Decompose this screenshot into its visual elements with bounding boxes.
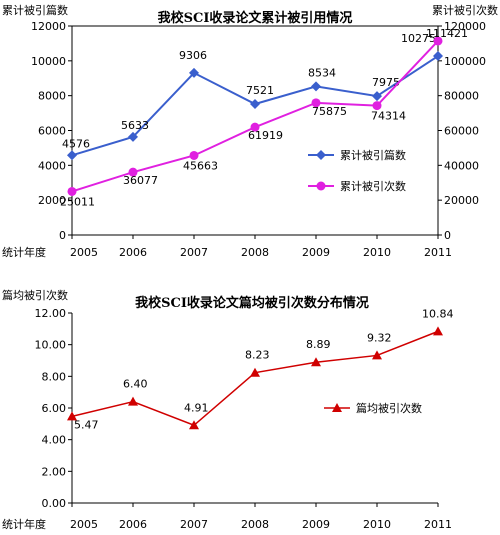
- data-label: 61919: [248, 129, 283, 142]
- data-point: [250, 367, 260, 377]
- data-label: 4.91: [184, 401, 209, 414]
- data-label: 9.32: [367, 331, 392, 344]
- data-point: [189, 150, 199, 160]
- data-label: 75875: [312, 105, 347, 118]
- y-tick-label: 2.00: [42, 465, 67, 478]
- average-citations-chart: 0.00 2.00 4.00 6.00 8.00 10.00 12.00 2005 2006 20…: [2, 288, 454, 531]
- chart-title: 我校SCI收录论文篇均被引次数分布情况: [135, 295, 369, 311]
- data-label: 10275: [401, 32, 436, 45]
- x-tick-label: 2008: [241, 518, 269, 531]
- data-point: [189, 420, 199, 430]
- x-tick-label: 2005: [70, 246, 98, 259]
- data-label: 74314: [371, 110, 406, 123]
- y-left-tick-label: 8000: [38, 90, 66, 103]
- x-axis-title: 统计年度: [2, 245, 46, 259]
- y-left-axis-title: 累计被引篇数: [2, 3, 68, 17]
- x-tick-label: 2005: [70, 518, 98, 531]
- data-label: 6.40: [123, 378, 148, 391]
- legend-marker: [332, 403, 342, 412]
- data-point: [433, 51, 443, 62]
- x-tick-label: 2006: [119, 246, 147, 259]
- y-left-tick-label: 12000: [31, 20, 66, 33]
- chart-title: 我校SCI收录论文累计被引用情况: [158, 10, 353, 26]
- data-label: 5633: [121, 119, 149, 132]
- y-right-tick-label: 80000: [444, 90, 479, 103]
- y-tick-label: 12.00: [35, 307, 67, 320]
- y-tick-label: 0.00: [42, 497, 67, 510]
- x-tick-label: 2007: [180, 246, 208, 259]
- y-right-tick-label: 20000: [444, 194, 479, 207]
- data-point: [372, 350, 382, 360]
- data-point: [372, 91, 382, 102]
- x-tick-label: 2008: [241, 246, 269, 259]
- y-left-tick-label: 4000: [38, 159, 66, 172]
- data-point: [250, 99, 260, 110]
- y-left-tick-label: 0: [59, 229, 66, 242]
- data-point: [128, 167, 138, 177]
- data-point: [372, 101, 382, 111]
- data-point: [433, 326, 443, 336]
- y-tick-label: 10.00: [35, 339, 67, 352]
- data-label: 8.23: [245, 349, 270, 362]
- y-right-axis-title: 累计被引次数: [432, 3, 498, 17]
- x-tick-label: 2010: [363, 518, 391, 531]
- y-tick-label: 6.00: [42, 402, 67, 415]
- cumulative-citations-chart: 0200040006000800010000120000200004000060…: [2, 3, 498, 259]
- data-label: 9306: [179, 49, 207, 62]
- x-axis-title: 统计年度: [2, 517, 46, 531]
- x-tick-label: 2006: [119, 518, 147, 531]
- y-left-tick-label: 6000: [38, 125, 66, 138]
- x-tick-label: 2007: [180, 518, 208, 531]
- data-point: [433, 36, 443, 46]
- data-label: 10.84: [422, 307, 454, 320]
- x-tick-label: 2009: [302, 518, 330, 531]
- data-point: [67, 186, 77, 196]
- data-label: 8534: [308, 66, 336, 79]
- x-tick-label: 2011: [424, 518, 452, 531]
- y-left-tick-label: 10000: [31, 55, 66, 68]
- y-tick-label: 8.00: [42, 370, 67, 383]
- data-label: 5.47: [74, 418, 99, 431]
- y-right-tick-label: 100000: [444, 55, 486, 68]
- data-point: [189, 67, 199, 78]
- data-label: 45663: [183, 159, 218, 172]
- data-point: [128, 396, 138, 406]
- legend-label: 累计被引篇数: [340, 148, 406, 162]
- y-right-tick-label: 60000: [444, 125, 479, 138]
- data-label: 111421: [426, 27, 468, 40]
- y-axis-title: 篇均被引次数: [2, 288, 68, 302]
- data-label: 8.89: [306, 338, 331, 351]
- legend-label: 篇均被引次数: [356, 401, 422, 415]
- y-left-tick-label: 2000: [38, 194, 66, 207]
- data-point: [250, 122, 260, 132]
- data-label: 25011: [60, 195, 95, 208]
- x-tick-label: 2009: [302, 246, 330, 259]
- data-label: 7975: [372, 76, 400, 89]
- data-label: 7521: [246, 84, 274, 97]
- y-right-tick-label: 120000: [444, 20, 486, 33]
- data-point: [67, 411, 77, 421]
- data-point: [67, 150, 77, 161]
- data-point: [128, 131, 138, 142]
- data-point: [311, 357, 321, 367]
- legend-marker: [316, 150, 326, 160]
- legend-marker: [316, 181, 326, 191]
- data-label: 36077: [123, 174, 158, 187]
- y-tick-label: 4.00: [42, 434, 67, 447]
- y-right-tick-label: 0: [444, 229, 451, 242]
- data-label: 4576: [62, 137, 90, 150]
- legend-label: 累计被引次数: [340, 179, 406, 193]
- data-point: [311, 98, 321, 108]
- x-tick-label: 2011: [424, 246, 452, 259]
- x-tick-label: 2010: [363, 246, 391, 259]
- y-right-tick-label: 40000: [444, 159, 479, 172]
- data-point: [311, 81, 321, 92]
